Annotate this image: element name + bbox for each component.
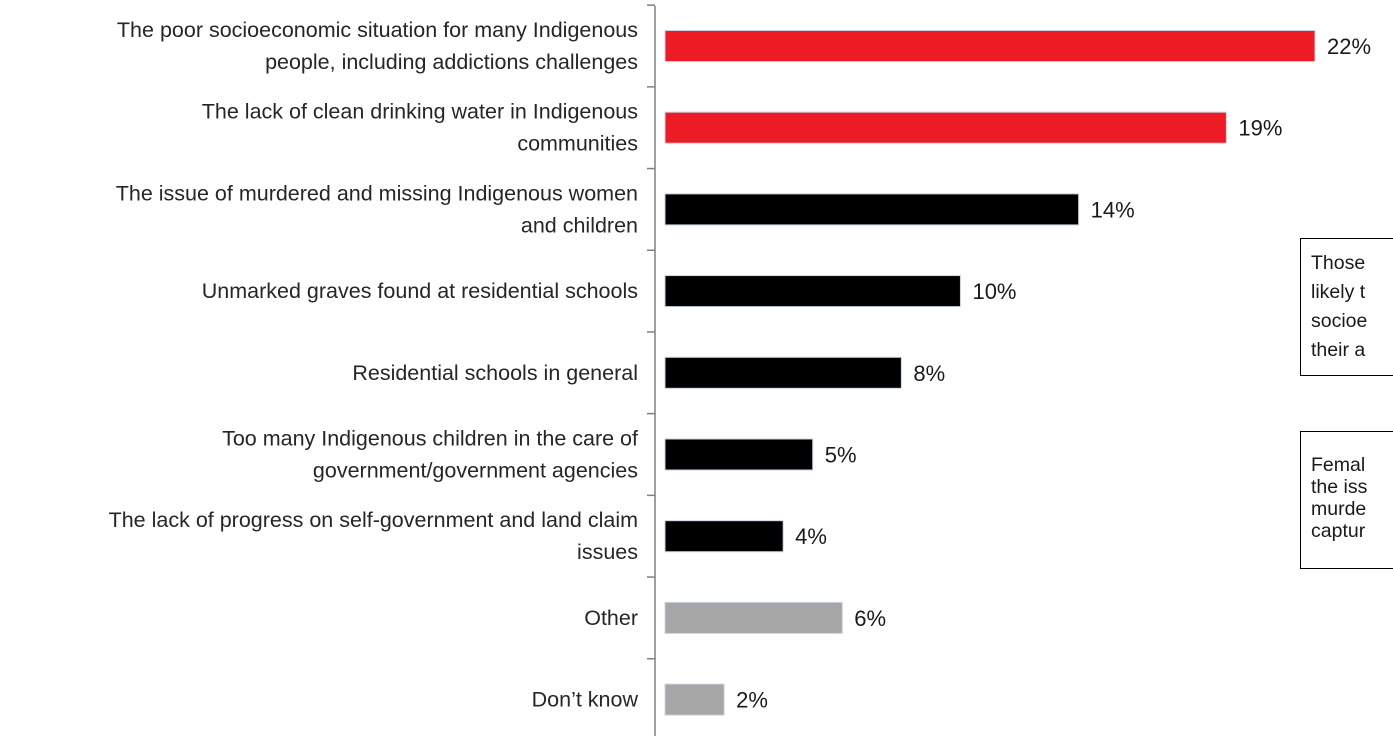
- bars: [664, 30, 1316, 716]
- category-label: and children: [521, 213, 638, 237]
- data-label: 14%: [1091, 197, 1135, 222]
- data-label: 6%: [854, 606, 886, 631]
- bar: [664, 683, 725, 716]
- data-label: 8%: [913, 361, 945, 386]
- data-label: 22%: [1327, 34, 1371, 59]
- category-label: government/government agencies: [313, 459, 638, 483]
- category-label: The lack of clean drinking water in Indi…: [202, 100, 638, 124]
- category-label: The issue of murdered and missing Indige…: [116, 181, 638, 205]
- category-label: people, including addictions challenges: [265, 50, 638, 74]
- data-label: 19%: [1238, 116, 1282, 141]
- category-label: The lack of progress on self-government …: [109, 508, 638, 532]
- annotation-line: captur: [1311, 520, 1366, 542]
- bar: [664, 520, 784, 553]
- category-label: communities: [517, 132, 638, 156]
- category-label: The poor socioeconomic situation for man…: [117, 18, 638, 42]
- category-label: Don’t know: [532, 688, 639, 712]
- annotation-line: Femal: [1311, 454, 1366, 476]
- annotation-line: Those: [1311, 252, 1366, 274]
- annotation-line: murde: [1311, 498, 1367, 520]
- data-label: 5%: [825, 443, 857, 468]
- annotation-line: the iss: [1311, 476, 1368, 498]
- category-labels: The poor socioeconomic situation for man…: [109, 18, 639, 712]
- bar: [664, 30, 1316, 62]
- data-label: 2%: [736, 688, 768, 713]
- category-label: Other: [584, 606, 638, 630]
- category-label: Too many Indigenous children in the care…: [222, 427, 638, 451]
- bar: [664, 275, 961, 308]
- bar: [664, 193, 1080, 226]
- bar: [664, 601, 843, 634]
- category-label: issues: [577, 540, 638, 564]
- data-label: 4%: [795, 524, 827, 549]
- bar: [664, 438, 814, 471]
- category-axis: [647, 4, 656, 736]
- value-labels: 22% 19% 14% 10% 8% 5% 4% 6% 2%: [736, 34, 1371, 713]
- annotation-line: their a: [1311, 339, 1366, 361]
- category-label: Residential schools in general: [352, 361, 638, 385]
- bar: [664, 111, 1227, 144]
- bar: [664, 356, 902, 389]
- data-label: 10%: [972, 279, 1016, 304]
- category-label: Unmarked graves found at residential sch…: [202, 279, 638, 303]
- annotation-box-socioeconomic: Those likely t socioe their a: [1300, 238, 1393, 376]
- annotation-line: likely t: [1311, 281, 1366, 303]
- annotation-line: socioe: [1311, 310, 1368, 332]
- annotation-box-female: Femal the iss murde captur: [1300, 431, 1393, 569]
